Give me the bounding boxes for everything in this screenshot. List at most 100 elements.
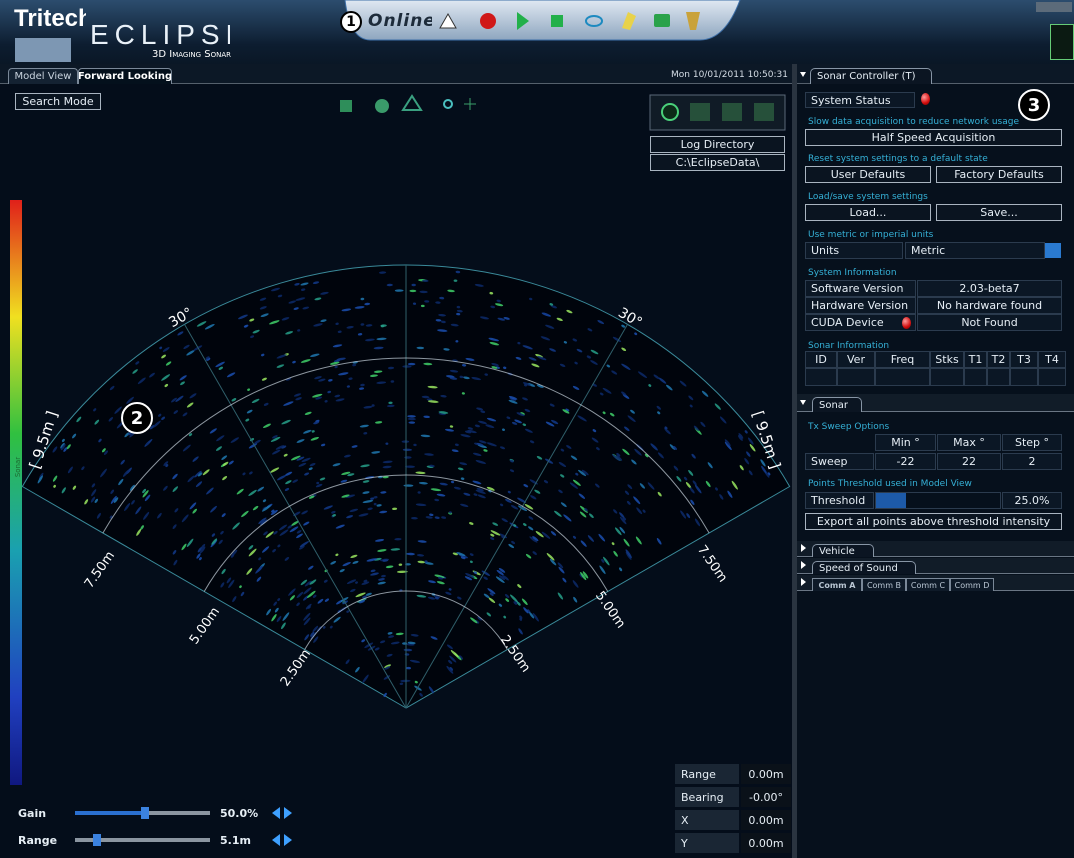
echo (259, 306, 267, 310)
echo (304, 634, 310, 641)
echo (690, 499, 695, 505)
echo (276, 354, 287, 359)
tool-icon[interactable] (340, 100, 352, 112)
echo (144, 494, 151, 502)
panel-tab[interactable]: Sonar (812, 397, 862, 412)
echo (724, 441, 732, 451)
echo (298, 462, 307, 467)
panel-tab[interactable]: Speed of Sound (812, 561, 916, 574)
echo (387, 404, 395, 408)
window-controls[interactable] (1036, 2, 1072, 12)
panel-tab[interactable]: Vehicle (812, 544, 874, 557)
play-icon[interactable] (517, 12, 529, 30)
echo (528, 516, 534, 520)
echo (478, 440, 487, 444)
echo (375, 421, 383, 424)
mode-icon[interactable] (722, 103, 742, 121)
echo (255, 565, 263, 574)
echo (517, 601, 521, 606)
echo (624, 490, 630, 495)
echo (277, 474, 287, 481)
echo (621, 347, 627, 352)
tool-icon[interactable] (401, 94, 423, 111)
log-directory-path[interactable]: C:\EclipseData\ (650, 154, 785, 171)
mode-icon[interactable] (690, 103, 710, 121)
dropdown-arrow[interactable] (1045, 243, 1061, 258)
echo (124, 502, 131, 512)
echo (437, 576, 444, 580)
echo (360, 323, 365, 326)
echo (460, 503, 469, 508)
units-dropdown[interactable]: Metric (905, 242, 1045, 259)
echo (449, 377, 458, 380)
echo (688, 395, 694, 401)
gain-thumb[interactable] (141, 807, 149, 819)
loop-icon[interactable] (585, 15, 603, 27)
table-cell[interactable]: 22 (937, 453, 1001, 470)
echo (456, 309, 463, 313)
button[interactable]: User Defaults (805, 166, 931, 183)
echo (94, 498, 98, 504)
comm-tab[interactable]: Comm D (950, 578, 994, 591)
echo (409, 659, 421, 663)
colorbar-label: Sonar (14, 456, 22, 478)
echo (192, 508, 197, 514)
camera-icon[interactable] (654, 14, 670, 27)
echo (221, 568, 226, 575)
range-track[interactable] (75, 838, 210, 842)
echo (453, 486, 461, 490)
table-cell[interactable]: -22 (875, 453, 936, 470)
echo (541, 531, 551, 539)
mode-icon[interactable] (754, 103, 774, 121)
button[interactable]: Factory Defaults (936, 166, 1062, 183)
echo (172, 486, 179, 492)
range-thumb[interactable] (93, 834, 101, 846)
record-icon[interactable] (480, 13, 496, 29)
echo (407, 641, 416, 645)
echo (562, 409, 570, 414)
echo (384, 664, 392, 669)
tool-icon[interactable] (443, 99, 453, 109)
range-stepper[interactable] (272, 834, 292, 846)
tool-icon[interactable] (375, 99, 389, 113)
echo (195, 481, 203, 488)
echo (501, 518, 508, 523)
echo (490, 537, 495, 541)
button[interactable]: Load... (805, 204, 931, 221)
tool-icon[interactable] (464, 98, 476, 110)
echo (419, 692, 423, 697)
echo (439, 296, 445, 300)
button[interactable]: Export all points above threshold intens… (805, 513, 1062, 530)
view-tab[interactable]: Model View (8, 68, 78, 84)
echo (179, 375, 187, 381)
comm-tab[interactable]: Comm C (906, 578, 950, 591)
comm-tab[interactable]: Comm B (862, 578, 906, 591)
threshold-bar[interactable] (875, 492, 1001, 509)
echo (619, 526, 626, 534)
echo (329, 625, 333, 629)
button[interactable]: Save... (936, 204, 1062, 221)
table-cell[interactable]: 2 (1002, 453, 1062, 470)
echo (379, 510, 388, 514)
view-tab[interactable]: Forward Looking (78, 68, 172, 84)
echo (348, 377, 353, 380)
stop-icon[interactable] (551, 15, 563, 27)
folder-icon[interactable] (622, 12, 636, 30)
mode-button[interactable]: Search Mode (15, 93, 101, 110)
echo (679, 380, 687, 387)
color-bar (10, 200, 22, 785)
sonar-icon[interactable] (439, 12, 457, 29)
echo (320, 319, 327, 323)
button[interactable]: Half Speed Acquisition (805, 129, 1062, 146)
echo (536, 456, 543, 460)
echo (302, 306, 310, 310)
comm-tab[interactable]: Comm A (812, 578, 862, 591)
panel-tab[interactable]: Sonar Controller (T) (810, 68, 932, 84)
video-icon[interactable] (686, 12, 700, 30)
mode-icon[interactable] (661, 103, 679, 121)
gain-stepper[interactable] (272, 807, 292, 819)
echo (245, 418, 250, 422)
echo (465, 573, 475, 578)
echo (529, 536, 538, 543)
